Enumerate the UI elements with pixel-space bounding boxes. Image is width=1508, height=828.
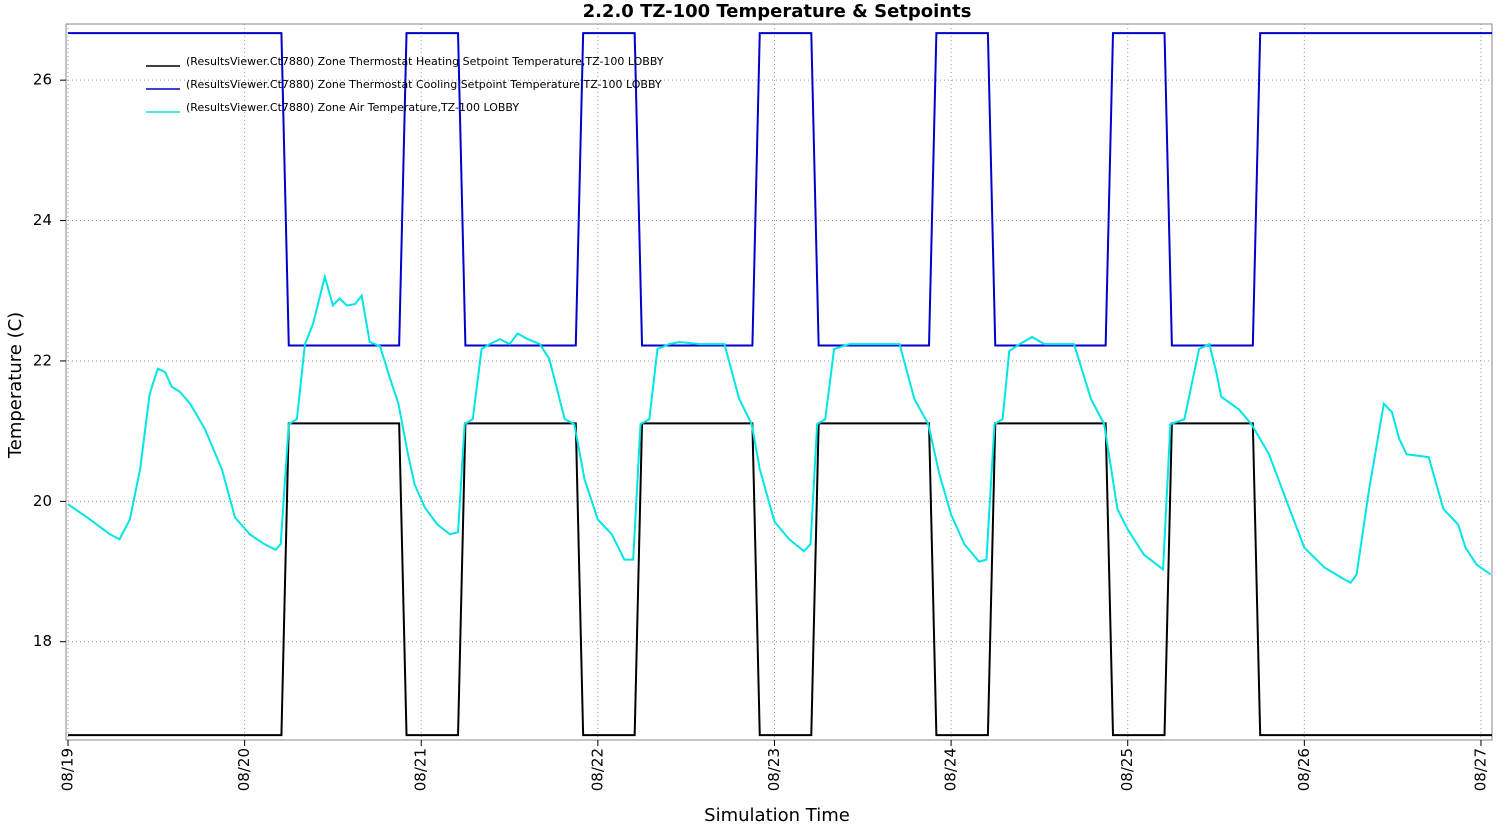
- x-tick-label: 08/20: [235, 748, 253, 791]
- y-tick-label: 24: [33, 211, 52, 229]
- y-tick-label: 22: [33, 351, 52, 369]
- plot-area: [65, 23, 1493, 741]
- x-tick-label: 08/26: [1295, 748, 1313, 791]
- y-tick-label: 18: [33, 632, 52, 650]
- legend-label: (ResultsViewer.Ct7880) Zone Thermostat C…: [186, 78, 662, 91]
- series-line: [68, 32, 1492, 347]
- x-tick-label: 08/27: [1471, 748, 1489, 791]
- x-tick-label: 08/25: [1118, 748, 1136, 791]
- legend-label: (ResultsViewer.Ct7880) Zone Air Temperat…: [186, 101, 519, 114]
- x-axis-label: Simulation Time: [704, 805, 850, 826]
- series-line: [67, 272, 1492, 585]
- series-line: [68, 422, 1492, 737]
- y-tick-label: 26: [33, 71, 52, 89]
- x-tick-label: 08/22: [588, 748, 606, 791]
- y-tick-label: 20: [33, 492, 52, 510]
- x-tick-label: 08/24: [942, 748, 960, 791]
- chart-title: 2.2.0 TZ-100 Temperature & Setpoints: [583, 1, 972, 22]
- x-tick-label: 08/19: [59, 748, 77, 791]
- legend-label: (ResultsViewer.Ct7880) Zone Thermostat H…: [186, 55, 664, 68]
- y-axis-label: Temperature (C): [5, 312, 26, 459]
- x-tick-label: 08/21: [412, 748, 430, 791]
- x-tick-label: 08/23: [765, 748, 783, 791]
